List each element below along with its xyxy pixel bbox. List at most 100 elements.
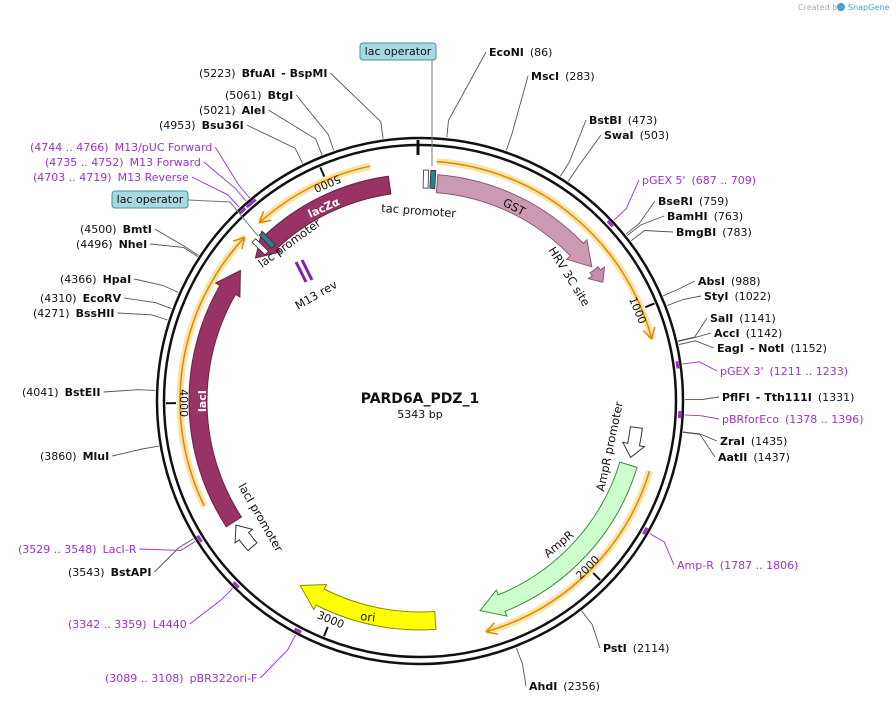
enzyme-position: (1022) (735, 290, 772, 303)
primer-arrow (294, 261, 308, 283)
element-mark (429, 169, 437, 189)
enzyme-position: (4500) (80, 223, 117, 236)
scale-tick-label: 4000 (177, 389, 190, 417)
feature-label: lacI (196, 390, 209, 412)
leader-line (683, 431, 716, 458)
features (176, 158, 656, 636)
leader-line (103, 389, 156, 393)
primer-range: (687 .. 709) (692, 174, 757, 187)
enzyme-position: (988) (731, 275, 761, 288)
leader-line (505, 75, 529, 151)
leader-line (515, 647, 527, 687)
enzyme-partner: - BspMI (281, 67, 327, 80)
leader-line (214, 146, 251, 199)
feature-arc (485, 470, 651, 633)
enzyme-name: SwaI (604, 129, 634, 142)
primer-name: Amp-R (677, 559, 714, 572)
leader-line (330, 72, 384, 139)
leader-line (625, 200, 656, 235)
enzyme-position: (5061) (225, 89, 262, 102)
primer-site (293, 627, 302, 634)
primer-name: pBR322ori-F (190, 672, 258, 685)
primer-range: (4703 .. 4719) (33, 171, 112, 184)
enzyme-name: BstBI (589, 114, 622, 127)
primer-range: (1378 .. 1396) (785, 413, 864, 426)
branding-prefix: Created by (798, 3, 842, 12)
enzyme-name: MscI (531, 70, 559, 83)
leader-line (684, 396, 720, 401)
feature-arrow (188, 269, 243, 528)
primer-name: M13/pUC Forward (115, 141, 213, 154)
enzyme-name: BfuAI (242, 67, 276, 80)
leader-line (150, 243, 199, 258)
enzyme-position: (4366) (60, 273, 97, 286)
leader-line (259, 634, 296, 679)
feature-arrow (254, 175, 392, 259)
enzyme-name: ZraI (720, 435, 745, 448)
enzyme-position: (4271) (33, 307, 70, 320)
primer-arrow (300, 259, 314, 281)
feature-arrow (479, 461, 638, 617)
enzyme-position: (4953) (159, 119, 196, 132)
leader-line (446, 51, 487, 138)
leader-line (663, 280, 696, 297)
feature-arrow (621, 426, 646, 459)
leader-line (246, 124, 304, 164)
enzyme-position: (759) (699, 195, 729, 208)
feature-arrow (234, 524, 258, 552)
feature-arc (258, 165, 371, 224)
primer-site (245, 201, 254, 209)
primer-range: (1787 .. 1806) (720, 559, 799, 572)
leader-line (581, 610, 601, 649)
primer-name: M13 Forward (130, 156, 201, 169)
feature-arrow (587, 265, 606, 283)
lac-operator-box (111, 190, 189, 209)
leader-line (649, 533, 675, 566)
leader-line (613, 179, 640, 221)
leader-line (154, 228, 199, 256)
lac-operator-label: lac operator (117, 193, 184, 206)
enzyme-name: BseRI (658, 195, 693, 208)
primer-range: (4744 .. 4766) (30, 141, 109, 154)
leader-line (678, 332, 712, 342)
leader-line (295, 94, 335, 151)
primer-range: (4735 .. 4752) (45, 156, 124, 169)
enzyme-name: AleI (242, 104, 266, 117)
inner-ring (162, 143, 678, 659)
primer-site (232, 581, 240, 589)
leader-line (678, 340, 715, 349)
primer-range: (3089 .. 3108) (105, 672, 184, 685)
feature-label: ori (360, 609, 376, 624)
leader-line (667, 295, 702, 307)
enzyme-name: PflFI (722, 391, 750, 404)
enzyme-name: SalI (710, 312, 733, 325)
leader-line (684, 414, 720, 420)
enzyme-position: (1437) (753, 451, 790, 464)
enzyme-name: BssHII (76, 307, 115, 320)
enzyme-name: StyI (704, 290, 728, 303)
enzyme-position: (5021) (199, 104, 236, 117)
enzyme-position: (86) (530, 46, 553, 59)
leader-line (187, 199, 259, 237)
enzyme-name: HpaI (103, 273, 132, 286)
enzyme-partner: - NotI (750, 342, 785, 355)
leader-line (268, 109, 323, 155)
feature-arrow (435, 174, 593, 268)
primer-name: pGEX 3' (720, 365, 764, 378)
enzyme-position: (1152) (790, 342, 827, 355)
enzyme-position: (3543) (68, 566, 105, 579)
scale-tick (323, 626, 329, 637)
enzyme-name: BamHI (667, 210, 708, 223)
enzyme-name: EcoRV (83, 292, 122, 305)
leader-line (626, 215, 665, 237)
primer-name: L4440 (153, 618, 187, 631)
scale-tick (592, 572, 601, 581)
plasmid-name: PARD6A_PDZ_1 (361, 391, 480, 407)
enzyme-name: BmgBI (676, 226, 716, 239)
scale-tick (644, 302, 655, 309)
feature-arrow (299, 583, 437, 631)
primer-site (642, 527, 649, 535)
primer-range: (3342 .. 3359) (68, 618, 147, 631)
lac-operator-box (359, 42, 437, 61)
plasmid-length: 5343 bp (397, 408, 442, 421)
